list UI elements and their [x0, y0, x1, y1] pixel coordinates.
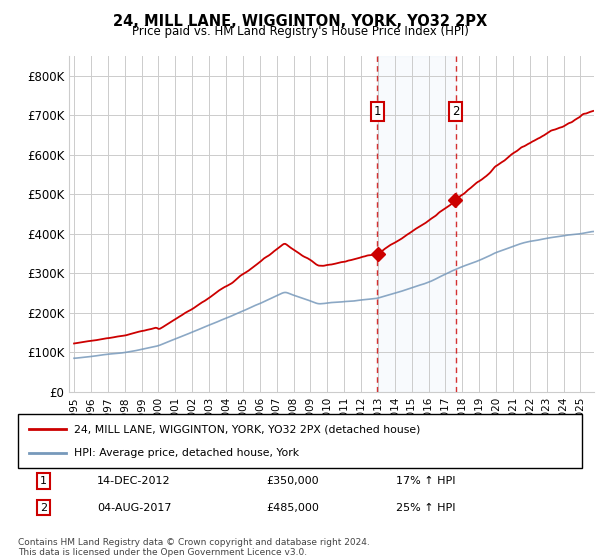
Text: 04-AUG-2017: 04-AUG-2017	[97, 502, 172, 512]
Text: 25% ↑ HPI: 25% ↑ HPI	[396, 502, 455, 512]
Text: HPI: Average price, detached house, York: HPI: Average price, detached house, York	[74, 447, 299, 458]
Text: Contains HM Land Registry data © Crown copyright and database right 2024.
This d: Contains HM Land Registry data © Crown c…	[18, 538, 370, 557]
Bar	[377, 56, 455, 392]
FancyBboxPatch shape	[18, 414, 582, 468]
Text: 14-DEC-2012: 14-DEC-2012	[97, 476, 170, 486]
Text: 2: 2	[40, 502, 47, 512]
Text: 17% ↑ HPI: 17% ↑ HPI	[396, 476, 455, 486]
Text: 24, MILL LANE, WIGGINTON, YORK, YO32 2PX: 24, MILL LANE, WIGGINTON, YORK, YO32 2PX	[113, 14, 487, 29]
Text: £485,000: £485,000	[266, 502, 319, 512]
Text: Price paid vs. HM Land Registry's House Price Index (HPI): Price paid vs. HM Land Registry's House …	[131, 25, 469, 38]
Text: 1: 1	[373, 105, 381, 118]
Text: 1: 1	[40, 476, 47, 486]
Text: 24, MILL LANE, WIGGINTON, YORK, YO32 2PX (detached house): 24, MILL LANE, WIGGINTON, YORK, YO32 2PX…	[74, 424, 421, 435]
Text: 2: 2	[452, 105, 460, 118]
Text: £350,000: £350,000	[266, 476, 319, 486]
